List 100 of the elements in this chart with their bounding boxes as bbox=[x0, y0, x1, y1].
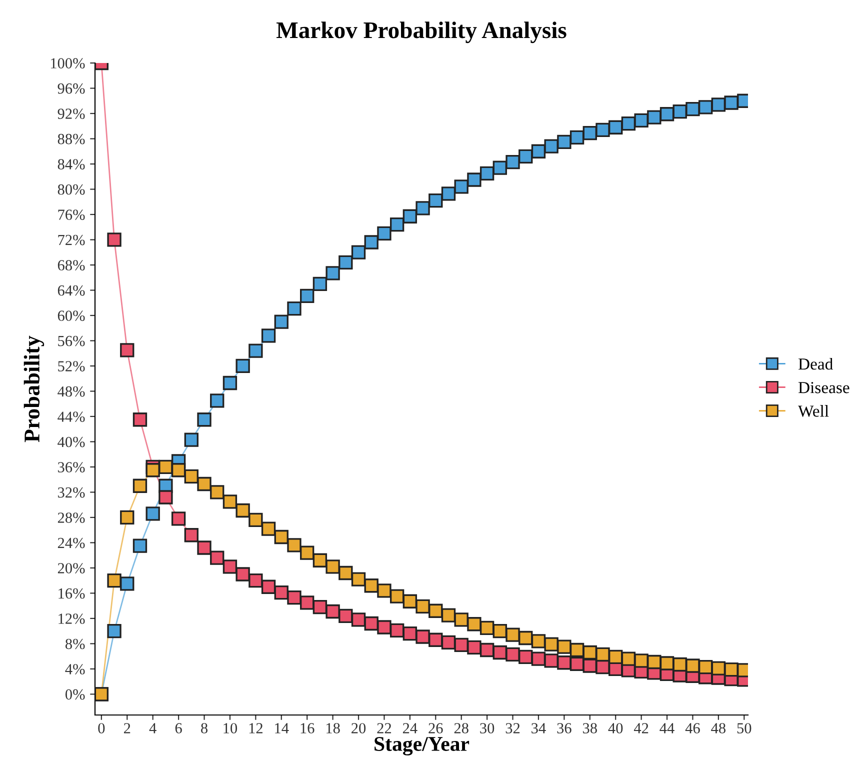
point bbox=[467, 617, 482, 632]
point bbox=[596, 647, 610, 662]
y-tick-label: 36% bbox=[58, 462, 85, 472]
point bbox=[621, 116, 636, 131]
point bbox=[120, 343, 134, 358]
x-tick-label: 38 bbox=[582, 723, 597, 734]
x-tick-label: 48 bbox=[711, 723, 726, 734]
point bbox=[518, 149, 533, 164]
x-tick-label: 36 bbox=[557, 723, 572, 734]
point bbox=[261, 522, 276, 536]
point bbox=[222, 560, 238, 574]
point bbox=[197, 476, 212, 492]
point bbox=[377, 226, 392, 240]
point bbox=[287, 301, 302, 316]
x-tick-label: 14 bbox=[275, 723, 289, 734]
point bbox=[351, 612, 366, 627]
point bbox=[248, 344, 263, 358]
y-tick-label: 44% bbox=[58, 412, 85, 422]
point bbox=[544, 654, 558, 668]
point bbox=[596, 122, 610, 137]
y-tick-label: 64% bbox=[58, 285, 85, 296]
point bbox=[518, 630, 533, 646]
point bbox=[531, 144, 546, 158]
y-tick-label: 88% bbox=[58, 134, 85, 144]
x-tick-label: 6 bbox=[175, 723, 182, 734]
point bbox=[441, 186, 456, 201]
y-tick-label: 92% bbox=[58, 108, 85, 119]
x-tick-label: 40 bbox=[608, 723, 623, 734]
point bbox=[210, 550, 224, 565]
y-tick-label: 60% bbox=[58, 310, 85, 321]
point bbox=[351, 245, 366, 260]
x-tick-label: 0 bbox=[98, 723, 105, 734]
point bbox=[492, 624, 507, 638]
point bbox=[698, 100, 713, 114]
x-tick-label: 32 bbox=[506, 723, 520, 734]
y-tick-label: 32% bbox=[58, 487, 85, 498]
point bbox=[390, 589, 404, 604]
point bbox=[582, 126, 597, 140]
point bbox=[467, 172, 482, 187]
point bbox=[402, 594, 418, 608]
point bbox=[492, 645, 507, 660]
point bbox=[338, 566, 353, 580]
point bbox=[326, 604, 340, 619]
point bbox=[402, 626, 418, 641]
x-tick-label: 34 bbox=[532, 723, 546, 734]
x-tick-label: 26 bbox=[428, 723, 443, 734]
point bbox=[506, 628, 520, 642]
point bbox=[236, 567, 250, 582]
point bbox=[634, 113, 648, 128]
point bbox=[698, 660, 713, 674]
x-tick-label: 12 bbox=[249, 723, 262, 734]
point bbox=[672, 104, 687, 119]
point bbox=[120, 576, 134, 591]
point bbox=[557, 640, 572, 654]
point bbox=[506, 647, 520, 662]
point bbox=[531, 652, 546, 666]
x-axis-title: Stage/Year bbox=[374, 736, 470, 756]
y-tick-label: 80% bbox=[58, 184, 85, 195]
y-tick-label: 100% bbox=[50, 58, 85, 68]
chart-title: Markov Probability Analysis bbox=[276, 22, 566, 44]
point bbox=[724, 96, 738, 110]
point bbox=[146, 506, 160, 521]
x-tick-label: 28 bbox=[454, 723, 468, 734]
point bbox=[197, 412, 212, 427]
point bbox=[312, 600, 328, 614]
y-tick-label: 4% bbox=[65, 664, 85, 674]
point bbox=[338, 608, 353, 623]
point bbox=[300, 288, 314, 303]
point bbox=[248, 573, 263, 588]
point bbox=[107, 573, 122, 588]
point bbox=[300, 596, 314, 610]
point bbox=[454, 638, 468, 652]
point bbox=[171, 512, 186, 526]
point bbox=[492, 160, 507, 175]
point bbox=[570, 642, 584, 658]
point bbox=[416, 599, 430, 614]
point bbox=[184, 528, 198, 542]
point bbox=[377, 584, 392, 598]
y-tick-label: 76% bbox=[58, 210, 85, 220]
y-tick-label: 52% bbox=[58, 361, 85, 372]
point bbox=[261, 580, 276, 594]
point bbox=[390, 217, 404, 232]
point bbox=[312, 553, 328, 568]
point bbox=[441, 608, 456, 622]
y-tick-label: 12% bbox=[58, 614, 85, 624]
point bbox=[326, 560, 340, 574]
point bbox=[608, 120, 623, 134]
point bbox=[377, 620, 392, 634]
x-tick-label: 20 bbox=[352, 723, 366, 734]
point bbox=[621, 652, 636, 666]
point bbox=[711, 98, 726, 112]
point bbox=[570, 656, 584, 671]
point bbox=[467, 640, 482, 655]
point bbox=[544, 637, 558, 652]
y-axis-title: Probability bbox=[24, 336, 44, 442]
y-tick-label: 8% bbox=[65, 638, 85, 650]
point bbox=[132, 538, 148, 553]
point bbox=[647, 110, 662, 124]
point bbox=[120, 510, 134, 525]
x-tick-label: 18 bbox=[326, 723, 340, 734]
